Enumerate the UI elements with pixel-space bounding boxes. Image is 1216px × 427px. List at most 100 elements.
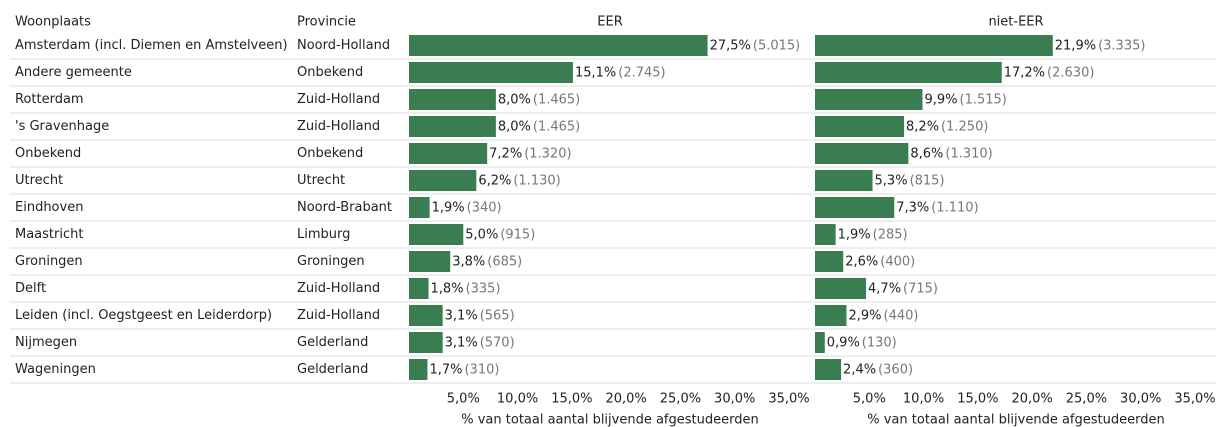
x-tick-label: 25,0% bbox=[1066, 392, 1107, 407]
count-label: (1.320) bbox=[524, 146, 571, 161]
data-label: 0,9% (130) bbox=[827, 335, 897, 350]
x-tick-label: 20,0% bbox=[605, 392, 646, 407]
value-label: 1,9% bbox=[838, 227, 871, 242]
value-label: 8,6% bbox=[910, 146, 943, 161]
value-label: 0,9% bbox=[827, 335, 860, 350]
x-tick-label: 5,0% bbox=[853, 392, 886, 407]
count-label: (1.130) bbox=[513, 173, 560, 188]
column-header: Woonplaats bbox=[15, 15, 91, 30]
bar bbox=[409, 359, 428, 380]
value-label: 21,9% bbox=[1055, 38, 1096, 53]
data-label: 2,4% (360) bbox=[843, 362, 913, 377]
data-label: 7,2% (1.320) bbox=[489, 146, 571, 161]
value-label: 27,5% bbox=[710, 38, 751, 53]
x-tick-label: 15,0% bbox=[957, 392, 998, 407]
data-label: 2,6% (400) bbox=[845, 254, 915, 269]
count-label: (715) bbox=[903, 281, 938, 296]
count-label: (1.465) bbox=[533, 92, 580, 107]
count-label: (565) bbox=[480, 308, 515, 323]
row-label: Limburg bbox=[297, 227, 350, 242]
row-label: Groningen bbox=[297, 254, 365, 269]
bar bbox=[409, 35, 708, 56]
bar bbox=[815, 170, 873, 191]
x-tick-label: 30,0% bbox=[1120, 392, 1161, 407]
bar bbox=[409, 170, 477, 191]
data-label: 3,1% (565) bbox=[445, 308, 515, 323]
value-label: 1,7% bbox=[429, 362, 462, 377]
value-label: 7,2% bbox=[489, 146, 522, 161]
bar bbox=[815, 143, 909, 164]
row-label: Onbekend bbox=[297, 65, 363, 80]
x-tick-label: 30,0% bbox=[714, 392, 755, 407]
value-label: 1,9% bbox=[432, 200, 465, 215]
bar bbox=[409, 143, 488, 164]
bar bbox=[409, 332, 443, 353]
row-label: Noord-Holland bbox=[297, 38, 390, 53]
count-label: (440) bbox=[884, 308, 919, 323]
value-label: 2,9% bbox=[848, 308, 881, 323]
bar bbox=[815, 197, 895, 218]
panel-title: EER bbox=[597, 15, 622, 30]
data-label: 1,9% (340) bbox=[432, 200, 502, 215]
row-label: Zuid-Holland bbox=[297, 281, 380, 296]
value-label: 4,7% bbox=[868, 281, 901, 296]
count-label: (1.515) bbox=[960, 92, 1007, 107]
value-label: 3,8% bbox=[452, 254, 485, 269]
row-label: Onbekend bbox=[15, 146, 81, 161]
value-label: 8,0% bbox=[498, 92, 531, 107]
count-label: (5.015) bbox=[753, 38, 800, 53]
data-label: 3,1% (570) bbox=[445, 335, 515, 350]
count-label: (130) bbox=[862, 335, 897, 350]
data-label: 21,9% (3.335) bbox=[1055, 38, 1146, 53]
bar bbox=[409, 197, 430, 218]
data-label: 27,5% (5.015) bbox=[710, 38, 801, 53]
value-label: 3,1% bbox=[445, 308, 478, 323]
row-label: 's Gravenhage bbox=[15, 119, 109, 134]
count-label: (2.745) bbox=[618, 65, 665, 80]
column-header: Provincie bbox=[297, 15, 356, 30]
panel-title: niet-EER bbox=[988, 15, 1043, 30]
count-label: (360) bbox=[878, 362, 913, 377]
data-label: 9,9% (1.515) bbox=[924, 92, 1006, 107]
row-label: Maastricht bbox=[15, 227, 83, 242]
value-label: 8,2% bbox=[906, 119, 939, 134]
row-label: Nijmegen bbox=[15, 335, 77, 350]
value-label: 3,1% bbox=[445, 335, 478, 350]
row-label: Gelderland bbox=[297, 335, 368, 350]
bar bbox=[815, 305, 847, 326]
count-label: (570) bbox=[480, 335, 515, 350]
row-label: Delft bbox=[15, 281, 46, 296]
row-label: Zuid-Holland bbox=[297, 119, 380, 134]
count-label: (400) bbox=[880, 254, 915, 269]
data-label: 5,0% (915) bbox=[465, 227, 535, 242]
count-label: (1.250) bbox=[941, 119, 988, 134]
x-tick-label: 10,0% bbox=[903, 392, 944, 407]
row-label: Andere gemeente bbox=[15, 65, 132, 80]
bar bbox=[815, 224, 836, 245]
data-label: 1,9% (285) bbox=[838, 227, 908, 242]
count-label: (340) bbox=[467, 200, 502, 215]
data-label: 5,3% (815) bbox=[875, 173, 945, 188]
row-label: Amsterdam (incl. Diemen en Amstelveen) bbox=[15, 38, 288, 53]
x-tick-label: 5,0% bbox=[447, 392, 480, 407]
bar bbox=[815, 89, 923, 110]
row-label: Gelderland bbox=[297, 362, 368, 377]
bar bbox=[409, 305, 443, 326]
bar bbox=[815, 116, 905, 137]
x-tick-label: 10,0% bbox=[497, 392, 538, 407]
row-label: Onbekend bbox=[297, 146, 363, 161]
data-label: 1,8% (335) bbox=[431, 281, 501, 296]
count-label: (310) bbox=[464, 362, 499, 377]
count-label: (3.335) bbox=[1098, 38, 1145, 53]
bar bbox=[815, 62, 1002, 83]
bar bbox=[409, 278, 429, 299]
data-label: 15,1% (2.745) bbox=[575, 65, 666, 80]
count-label: (1.310) bbox=[945, 146, 992, 161]
value-label: 8,0% bbox=[498, 119, 531, 134]
data-label: 8,0% (1.465) bbox=[498, 92, 580, 107]
bar bbox=[815, 251, 844, 272]
row-label: Utrecht bbox=[297, 173, 345, 188]
data-label: 7,3% (1.110) bbox=[896, 200, 978, 215]
row-label: Rotterdam bbox=[15, 92, 84, 107]
